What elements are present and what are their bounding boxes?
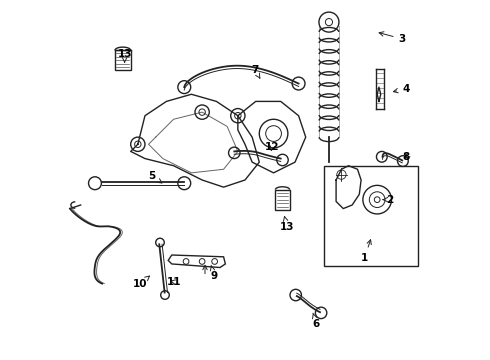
Text: 10: 10 — [132, 276, 149, 289]
Text: 2: 2 — [383, 195, 393, 204]
Text: 1: 1 — [361, 240, 371, 262]
Text: 13: 13 — [118, 49, 132, 62]
Text: 7: 7 — [251, 65, 260, 78]
Bar — [323, 166, 418, 266]
Text: 5: 5 — [148, 171, 162, 183]
Bar — [275, 190, 290, 210]
Text: 11: 11 — [167, 277, 181, 287]
Text: 12: 12 — [265, 142, 279, 152]
Text: 9: 9 — [210, 265, 218, 281]
Bar — [115, 50, 131, 70]
Text: 13: 13 — [280, 216, 294, 232]
Text: 4: 4 — [393, 84, 410, 94]
Text: 8: 8 — [403, 152, 410, 162]
Text: 3: 3 — [379, 32, 406, 44]
Text: 6: 6 — [313, 313, 320, 329]
